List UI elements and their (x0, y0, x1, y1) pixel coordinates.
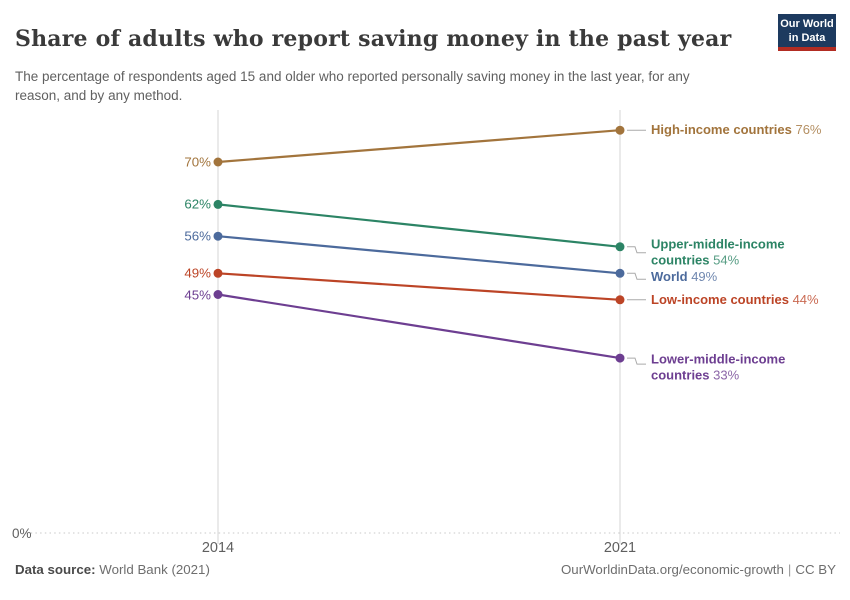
owid-logo[interactable]: Our World in Data (778, 14, 836, 51)
entity-label-lower-middle-income-countries[interactable]: Lower-middle-income countries 33% (651, 351, 841, 382)
label-connector-upper-middle-income-countries (627, 246, 646, 254)
owid-logo-line2: in Data (788, 31, 826, 44)
series-line-world[interactable] (217, 235, 621, 275)
series-line-upper-middle-income-countries[interactable] (217, 203, 621, 248)
entity-name-low-income-countries: Low-income countries (651, 292, 793, 308)
data-point-world-2014[interactable] (213, 231, 223, 241)
end-value-label-upper-middle-income-countries: 54% (713, 252, 740, 267)
entity-name-world: World (651, 269, 692, 285)
start-value-label-world: 56% (184, 228, 211, 244)
entity-name-upper-middle-income-countries: Upper-middle-income countries (651, 236, 785, 267)
footer-right: OurWorldinData.org/economic-growth | CC BY (561, 562, 836, 577)
data-point-low-income-countries-2021[interactable] (615, 295, 625, 305)
series-line-high-income-countries[interactable] (217, 129, 621, 164)
start-value-label-high-income-countries: 70% (184, 154, 211, 170)
entity-name-high-income-countries: High-income countries (651, 122, 796, 138)
data-point-low-income-countries-2014[interactable] (213, 268, 223, 278)
series-line-lower-middle-income-countries[interactable] (217, 293, 621, 360)
data-point-upper-middle-income-countries-2014[interactable] (213, 199, 223, 209)
chart-subtitle: The percentage of respondents aged 15 an… (15, 68, 690, 103)
owid-logo-line1: Our World (780, 18, 834, 30)
label-connector-lower-middle-income-countries (627, 357, 646, 365)
entity-label-upper-middle-income-countries[interactable]: Upper-middle-income countries 54% (651, 236, 841, 267)
data-point-world-2021[interactable] (615, 268, 625, 278)
series-line-low-income-countries[interactable] (217, 272, 621, 301)
end-value-label-high-income-countries: 76% (795, 122, 822, 138)
end-value-label-world: 49% (691, 269, 718, 285)
license-label: CC BY (795, 562, 836, 577)
start-value-label-low-income-countries: 49% (184, 265, 211, 281)
data-point-lower-middle-income-countries-2014[interactable] (213, 290, 223, 299)
label-connector-world (627, 272, 646, 280)
data-source-value: World Bank (2021) (99, 562, 210, 577)
x-axis-tick-2021: 2021 (603, 540, 637, 556)
data-point-high-income-countries-2021[interactable] (615, 125, 625, 135)
chart-footer: Data source: World Bank (2021) OurWorldi… (15, 562, 836, 577)
y-axis-zero-label: 0% (12, 526, 32, 541)
data-point-upper-middle-income-countries-2021[interactable] (615, 242, 625, 252)
data-point-lower-middle-income-countries-2021[interactable] (615, 353, 625, 363)
end-value-label-low-income-countries: 44% (792, 292, 819, 308)
x-axis-tick-2014: 2014 (201, 540, 235, 556)
start-value-label-upper-middle-income-countries: 62% (184, 196, 211, 212)
entity-label-low-income-countries[interactable]: Low-income countries 44% (651, 292, 841, 308)
start-value-label-lower-middle-income-countries: 45% (184, 287, 211, 302)
data-source-label: Data source: (15, 562, 96, 577)
end-value-label-lower-middle-income-countries: 33% (713, 367, 740, 382)
entity-label-high-income-countries[interactable]: High-income countries 76% (651, 122, 841, 138)
page-title: Share of adults who report saving money … (15, 25, 732, 52)
owid-link[interactable]: OurWorldinData.org/economic-growth (560, 562, 784, 577)
data-point-high-income-countries-2014[interactable] (213, 157, 223, 167)
footer-separator: | (787, 562, 792, 577)
entity-name-lower-middle-income-countries: Lower-middle-income countries (651, 351, 786, 382)
entity-label-world[interactable]: World 49% (651, 269, 841, 285)
data-source-note: Data source: World Bank (2021) (15, 562, 210, 577)
